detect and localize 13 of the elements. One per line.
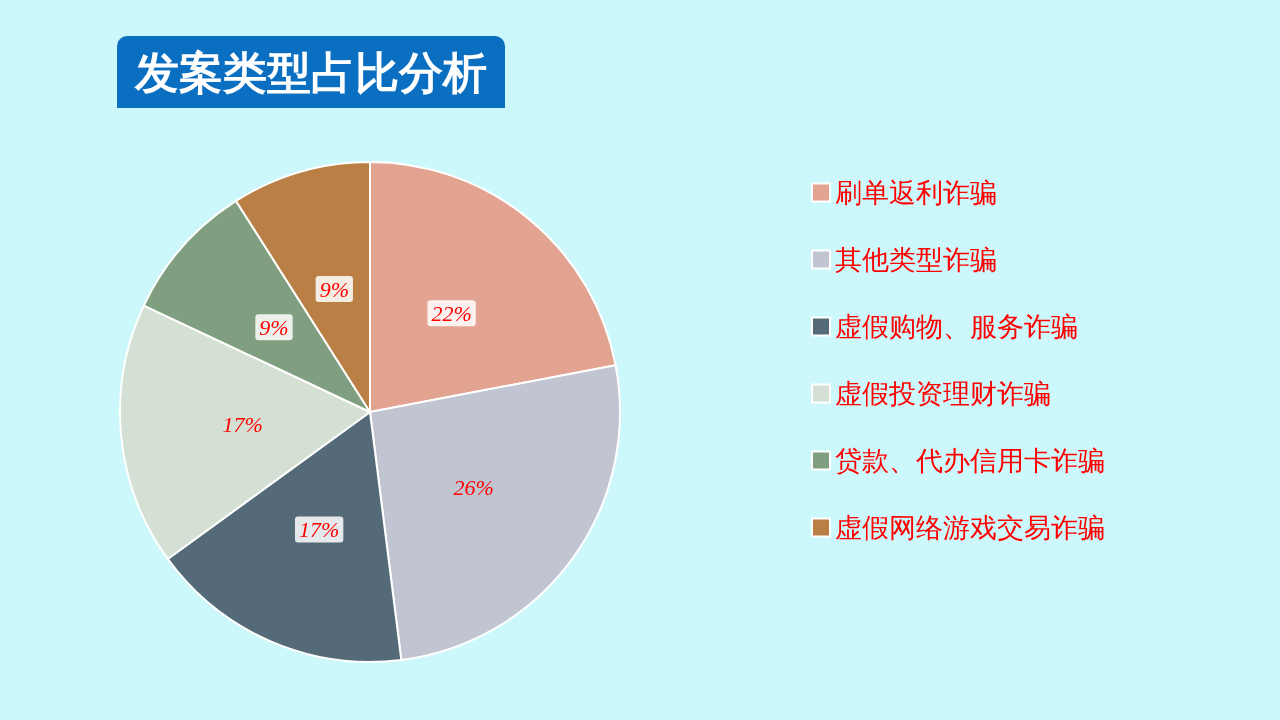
data-label: 17% <box>299 516 340 542</box>
legend-label: 虚假网络游戏交易诈骗 <box>835 512 1105 543</box>
data-label: 17% <box>222 411 263 437</box>
chart-title: 发案类型占比分析 <box>134 46 487 98</box>
legend-label: 虚假购物、服务诈骗 <box>835 311 1078 342</box>
legend-label: 贷款、代办信用卡诈骗 <box>835 445 1105 476</box>
data-label: 22% <box>431 300 472 326</box>
legend-label: 虚假投资理财诈骗 <box>835 378 1051 409</box>
data-label: 9% <box>259 314 289 340</box>
legend-label: 其他类型诈骗 <box>835 244 997 275</box>
data-label: 9% <box>319 276 349 302</box>
data-label: 26% <box>453 474 494 500</box>
legend-label: 刷单返利诈骗 <box>835 177 997 208</box>
